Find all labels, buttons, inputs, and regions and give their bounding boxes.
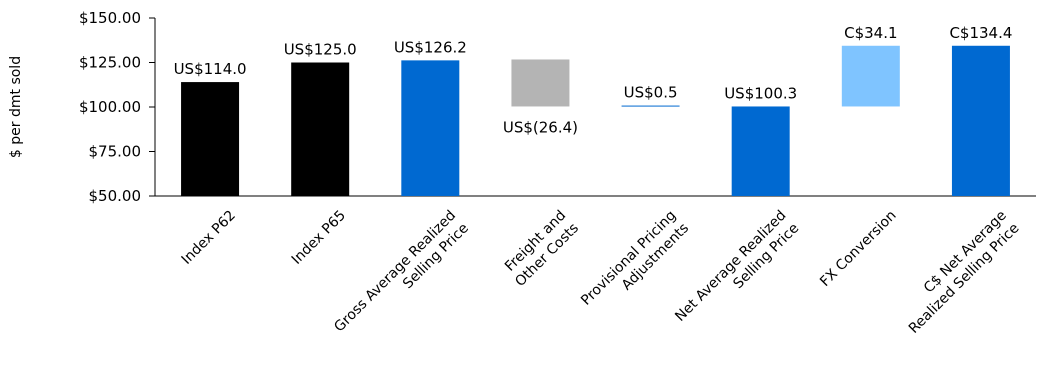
data-label: C$34.1: [844, 24, 897, 42]
data-label: US$125.0: [284, 41, 357, 59]
y-axis-ticks: $50.00 $75.00 $100.00 $125.00 $150.00: [79, 9, 155, 205]
data-label: US$114.0: [174, 60, 247, 78]
y-tick-label: $150.00: [79, 9, 141, 27]
y-tick-label: $50.00: [89, 187, 142, 205]
x-tick-label-line: Index P65: [289, 208, 349, 268]
bar: [621, 105, 680, 107]
bar: [841, 45, 900, 107]
data-label: US$100.3: [724, 84, 797, 102]
data-label: US$(26.4): [503, 118, 578, 136]
bar: [401, 60, 460, 196]
x-tick-label-line: Index P62: [179, 208, 239, 268]
x-tick-label-line: Net Average Realized: [672, 208, 789, 325]
data-label: US$0.5: [624, 84, 678, 102]
data-label: C$134.4: [949, 24, 1012, 42]
bar: [731, 106, 790, 196]
bar: [291, 62, 350, 196]
data-labels: US$114.0 US$125.0 US$126.2 US$(26.4) US$0.5 U…: [174, 24, 1013, 137]
x-tick-label-line: Gross Average Realized: [331, 208, 459, 336]
bar: [511, 59, 570, 107]
bar: [181, 82, 240, 196]
y-axis-title: $ per dmt sold: [8, 56, 24, 158]
y-tick-label: $100.00: [79, 98, 141, 116]
bars: [181, 45, 1010, 196]
y-tick-label: $125.00: [79, 54, 141, 72]
x-tick-label-line: FX Conversion: [817, 208, 899, 290]
x-tick-label: Index P65: [289, 208, 349, 268]
bar: [951, 45, 1010, 196]
data-label: US$126.2: [394, 38, 467, 56]
x-tick-label-line: Realized Selling Price: [906, 220, 1023, 337]
x-tick-label: FX Conversion: [817, 208, 899, 290]
y-tick-label: $75.00: [89, 143, 142, 161]
x-tick-label: Index P62: [179, 208, 239, 268]
